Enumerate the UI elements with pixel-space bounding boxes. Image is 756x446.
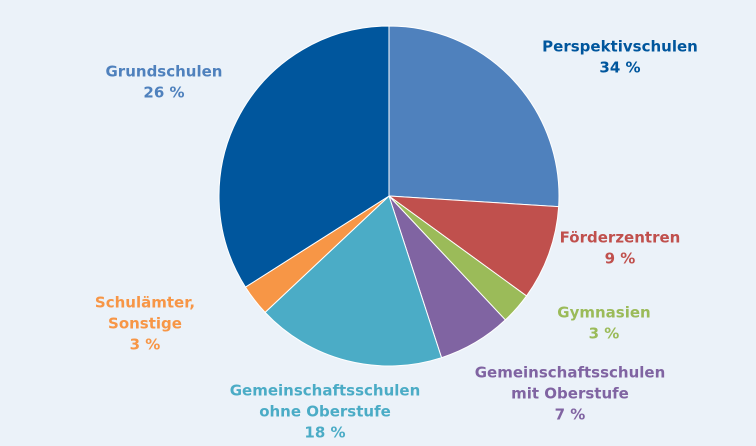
slice-value-label: 18 %	[304, 424, 345, 442]
slice-label: ohne Oberstufe	[259, 403, 391, 421]
slice-label: Perspektivschulen	[542, 38, 698, 56]
slice-label: Schulämter,	[95, 294, 195, 312]
slice-label: mit Oberstufe	[511, 385, 629, 403]
pie-slice	[388, 25, 560, 208]
pie-slice	[387, 195, 560, 297]
pie-slice	[218, 25, 390, 288]
pie-slice	[264, 195, 443, 367]
slice-value-label: 3 %	[130, 336, 161, 354]
slice-value-label: 9 %	[605, 250, 636, 268]
slice-value-label: 34 %	[599, 59, 640, 77]
slice-value-label: 7 %	[555, 406, 586, 424]
slice-value-label: 3 %	[589, 325, 620, 343]
slice-label: Grundschulen	[106, 63, 223, 81]
slice-label: Gymnasien	[557, 304, 650, 322]
slice-value-label: 26 %	[143, 84, 184, 102]
slice-label: Sonstige	[108, 315, 182, 333]
slice-label: Gemeinschaftsschulen	[475, 364, 666, 382]
slice-label: Gemeinschaftsschulen	[230, 382, 421, 400]
slice-label: Förderzentren	[560, 229, 681, 247]
